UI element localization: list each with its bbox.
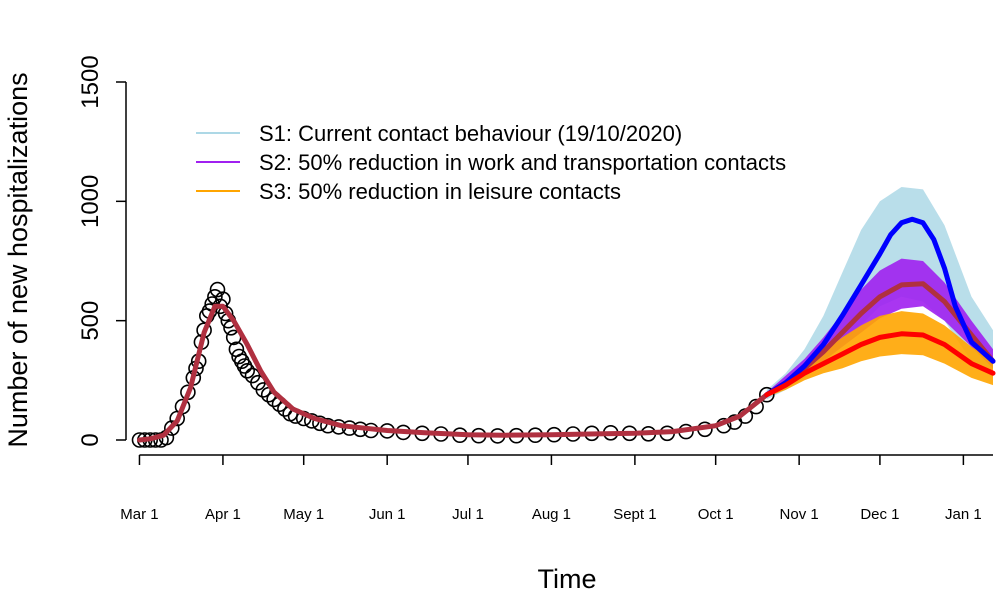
band-s3 [766,311,993,397]
x-tick-label: Mar 1 [120,506,158,523]
x-tick-label: Jun 1 [369,506,406,523]
y-tick-label: 1500 [77,55,104,108]
observed-point [239,362,255,379]
x-tick-label: Nov 1 [780,506,819,523]
x-axis-title: Time [538,564,597,594]
legend-label: S1: Current contact behaviour (19/10/202… [259,121,682,146]
x-tick-label: May 1 [283,506,324,523]
x-tick-label: Sept 1 [613,506,656,523]
observed-point [209,281,226,298]
axes: 0 500 1000 1500 Mar 1 Apr 1 May 1 Jun 1 Jul 1 Aug… [77,55,993,523]
y-tick-label: 0 [77,433,104,446]
series-line-s2 [137,281,996,443]
observed-point [758,386,775,403]
x-tick-label: Jan 1 [945,506,982,523]
y-axis-title: Number of new hospitalizations [3,72,33,447]
observed-points [131,281,775,448]
legend-label: S2: 50% reduction in work and transporta… [259,150,786,175]
series-line-s1 [764,216,996,398]
series-line-s3 [764,331,996,398]
x-tick-label: Apr 1 [205,506,241,523]
legend: S1: Current contact behaviour (19/10/202… [196,121,786,204]
x-tick-label: Oct 1 [698,506,734,523]
observed-point [164,420,180,436]
y-tick-label: 500 [77,301,104,341]
y-tick-label: 1000 [77,175,104,228]
x-tick-label: Dec 1 [860,506,899,523]
legend-label: S3: 50% reduction in leisure contacts [259,179,621,204]
scenario-lines [137,216,996,443]
x-tick-label: Jul 1 [452,506,484,523]
x-tick-label: Aug 1 [532,506,571,523]
